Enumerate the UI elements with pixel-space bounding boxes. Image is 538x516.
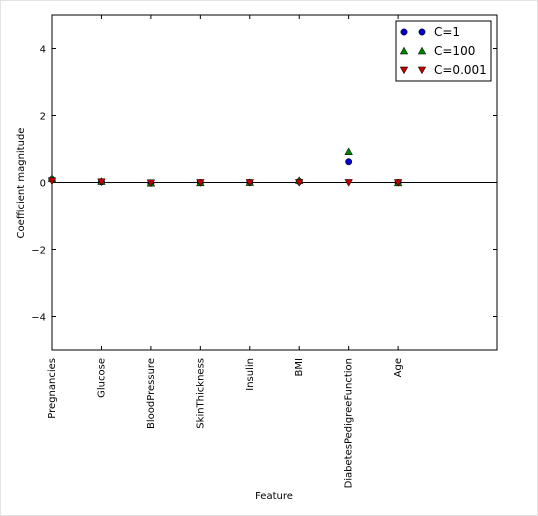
legend-label: C=1 <box>434 25 460 39</box>
legend-marker <box>417 46 427 55</box>
legend-marker <box>417 66 427 75</box>
x-axis-title: Feature <box>255 491 293 502</box>
y-axis-title: Coefficient magnitude <box>16 128 27 239</box>
legend-label: C=100 <box>434 44 475 58</box>
x-tick-label: Age <box>393 358 404 377</box>
y-tick-label: −4 <box>31 313 46 324</box>
marker-circle-diabetespedigreefunction <box>345 158 353 166</box>
x-tick-label: Glucose <box>96 358 107 398</box>
y-tick-label: 2 <box>40 112 46 123</box>
y-tick-label: 0 <box>40 179 46 190</box>
x-tick-label: DiabetesPedigreeFunction <box>344 358 355 488</box>
marker-triangle-up-diabetespedigreefunction <box>344 147 353 155</box>
marker-triangle-down-bmi <box>294 179 304 187</box>
legend-marker <box>399 46 409 55</box>
marker-triangle-down-glucose <box>97 178 106 187</box>
legend-marker <box>418 28 426 36</box>
x-tick-label: SkinThickness <box>195 358 206 429</box>
legend: C=1 C=100 C=0.001 <box>395 20 492 82</box>
marker-triangle-down-age <box>393 179 403 187</box>
legend-marker <box>400 28 408 36</box>
data-markers <box>47 147 403 188</box>
x-tick-label: BMI <box>294 358 305 376</box>
x-tick-label: Pregnancies <box>47 358 58 419</box>
marker-triangle-down-pregnancies <box>47 177 57 186</box>
marker-triangle-down-skinthickness <box>196 179 205 187</box>
marker-triangle-down-bloodpressure <box>146 179 156 188</box>
tick-labels: −4 −2 0 2 4 Pregnancies Glucose BloodPressure Sk… <box>31 45 404 489</box>
marker-triangle-down-insulin <box>245 179 255 187</box>
y-tick-label: −2 <box>31 246 46 257</box>
x-tick-label: Insulin <box>245 358 256 391</box>
y-tick-label: 4 <box>40 45 46 56</box>
x-tick-label: BloodPressure <box>146 358 157 429</box>
legend-label: C=0.001 <box>434 63 487 77</box>
legend-marker <box>399 66 409 75</box>
marker-triangle-down-diabetespedigreefunction <box>344 179 353 187</box>
legend-box <box>395 20 492 82</box>
